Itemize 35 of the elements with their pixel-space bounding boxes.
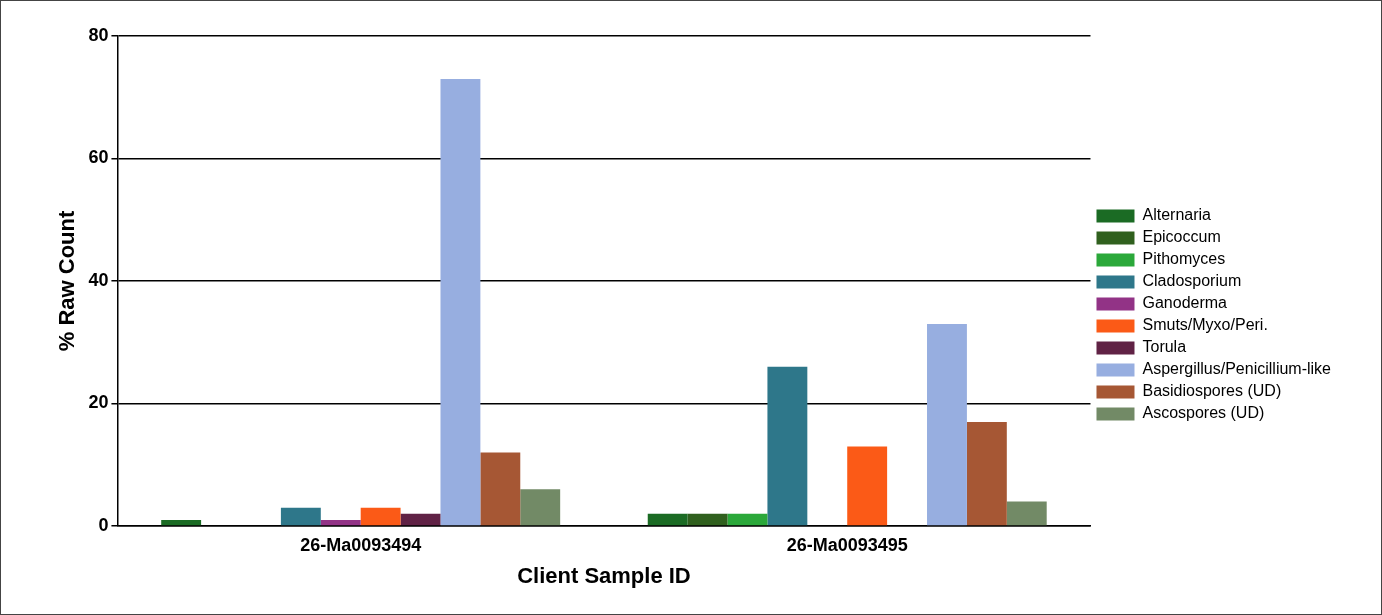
y-tick-label: 40 <box>88 269 109 290</box>
legend-label: Pithomyces <box>1142 250 1226 268</box>
legend-label: Ascospores (UD) <box>1142 404 1265 422</box>
bar <box>687 513 728 526</box>
legend-label: Smuts/Myxo/Peri. <box>1142 316 1268 334</box>
bar <box>520 489 561 526</box>
x-tick-label: 26-Ma0093494 <box>300 534 422 555</box>
bar <box>400 513 441 526</box>
legend-label: Epicoccum <box>1142 228 1221 246</box>
legend-label: Alternaria <box>1142 206 1212 224</box>
bar <box>161 519 202 526</box>
legend-label: Basidiospores (UD) <box>1142 382 1282 400</box>
bar <box>927 323 967 526</box>
bar <box>847 446 888 526</box>
legend-label: Ganoderma <box>1142 294 1228 312</box>
bar <box>1006 501 1047 526</box>
bar <box>647 513 688 526</box>
legend-label: Aspergillus/Penicillium-like <box>1142 360 1332 378</box>
legend-label: Torula <box>1142 338 1187 356</box>
bar <box>320 519 361 526</box>
y-axis-title: % Raw Count <box>54 210 80 352</box>
bar <box>440 78 481 526</box>
y-tick-label: 60 <box>88 147 109 168</box>
bar <box>966 421 1007 526</box>
y-tick-label: 0 <box>98 514 109 535</box>
bar <box>280 507 321 526</box>
bar <box>360 507 401 526</box>
y-tick-label: 20 <box>88 392 109 413</box>
legend-label: Cladosporium <box>1142 272 1242 290</box>
y-tick-label: 80 <box>88 24 109 45</box>
bar <box>727 513 768 526</box>
x-axis-title: Client Sample ID <box>517 562 691 588</box>
x-tick-label: 26-Ma0093495 <box>786 534 908 555</box>
bar <box>767 366 808 526</box>
bar <box>480 452 521 526</box>
